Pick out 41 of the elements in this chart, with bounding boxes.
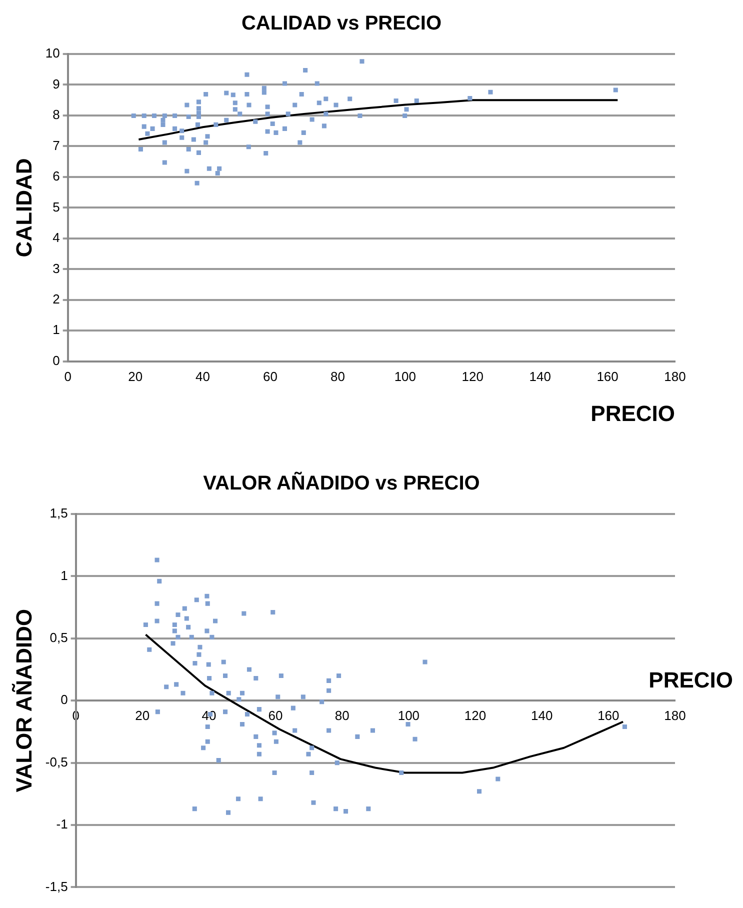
y-tick-label: 5 [52,199,60,214]
x-tick-label: 60 [268,708,283,723]
x-tick-label: 120 [462,368,484,384]
y-tick-label: 0,5 [50,630,68,645]
x-tick-label: 180 [664,708,686,723]
x-tick-label: 120 [464,708,486,723]
y-tick-label: 1 [52,322,60,338]
x-tick-label: 160 [598,708,620,723]
x-tick-label: 100 [394,368,416,384]
y-tick-label: 1 [60,568,68,583]
y-axis-title: VALOR AÑADIDO [11,608,36,792]
y-tick-label: 4 [52,230,60,246]
x-tick-label: 100 [398,708,420,723]
y-tick-label: 10 [45,46,60,61]
y-axis-title: CALIDAD [11,158,36,258]
y-tick-label: 1,5 [50,506,68,521]
y-tick-label: 9 [52,76,60,92]
y-tick-label: 6 [52,168,60,184]
x-tick-label: 140 [529,368,551,384]
y-tick-label: 2 [52,292,60,306]
y-tick-label: -0,5 [45,754,68,770]
x-tick-label: 80 [330,368,345,384]
y-tick-label: 7 [52,138,60,153]
x-tick-label: 80 [334,708,350,723]
y-tick-label: -1,5 [45,878,68,894]
x-tick-label: 160 [596,368,618,384]
x-tick-label: 40 [196,368,210,384]
x-axis-title: PRECIO [648,668,733,693]
x-axis-title: PRECIO [590,401,675,426]
x-tick-label: 180 [664,368,686,384]
x-tick-label: 60 [263,368,278,384]
chart-title: CALIDAD vs PRECIO [241,12,442,35]
x-tick-label: 140 [530,708,553,723]
y-tick-label: 8 [52,107,60,122]
y-tick-label: -1 [56,816,68,832]
y-tick-label: 0 [52,352,60,368]
x-tick-label: 20 [135,708,150,723]
x-tick-label: 20 [128,368,143,384]
chart-title: VALOR AÑADIDO vs PRECIO [203,472,480,495]
y-tick-label: 0 [60,692,68,708]
y-tick-label: 3 [52,260,60,276]
